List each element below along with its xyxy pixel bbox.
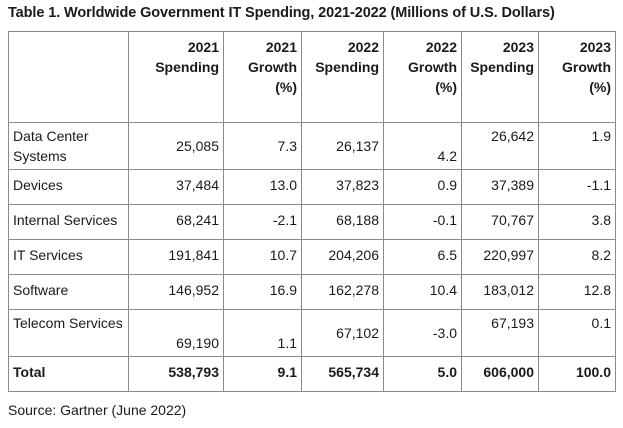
- table-cell: 26,137: [301, 122, 384, 170]
- table-cell: 37,823: [301, 169, 384, 205]
- table-cell: -0.1: [383, 204, 462, 240]
- table-cell: 37,389: [461, 169, 539, 205]
- table-cell: 10.4: [383, 274, 462, 310]
- table-cell: 6.5: [383, 239, 462, 275]
- row-label: IT Services: [8, 239, 129, 275]
- table-cell: 67,193: [461, 309, 539, 357]
- table-cell: 204,206: [301, 239, 384, 275]
- table-cell: 9.1: [223, 356, 302, 392]
- table-cell: 162,278: [301, 274, 384, 310]
- header-2022-spending: 2022 Spending: [301, 31, 384, 123]
- table-cell: 4.2: [383, 122, 462, 170]
- table-row: Data Center Systems 25,085 7.3 26,137 4.…: [8, 122, 616, 170]
- table-cell: 16.9: [223, 274, 302, 310]
- table-cell: 220,997: [461, 239, 539, 275]
- table-row: Software 146,952 16.9 162,278 10.4 183,0…: [8, 274, 616, 310]
- table-cell: 69,190: [128, 309, 224, 357]
- table-cell: 606,000: [461, 356, 539, 392]
- table-cell: 565,734: [301, 356, 384, 392]
- table-cell: 26,642: [461, 122, 539, 170]
- row-label: Software: [8, 274, 129, 310]
- table-row: IT Services 191,841 10.7 204,206 6.5 220…: [8, 239, 616, 275]
- row-label: Data Center Systems: [8, 122, 129, 170]
- spending-table: 2021 Spending 2021 Growth (%) 2022 Spend…: [8, 31, 616, 392]
- table-cell: 100.0: [538, 356, 616, 392]
- table-cell: 3.8: [538, 204, 616, 240]
- table-cell: 191,841: [128, 239, 224, 275]
- table-cell: -2.1: [223, 204, 302, 240]
- table-cell: 68,241: [128, 204, 224, 240]
- table-row: Devices 37,484 13.0 37,823 0.9 37,389 -1…: [8, 169, 616, 205]
- table-cell: 146,952: [128, 274, 224, 310]
- table-cell: 37,484: [128, 169, 224, 205]
- source-note: Source: Gartner (June 2022): [8, 402, 187, 418]
- header-2021-growth: 2021 Growth (%): [223, 31, 302, 123]
- table-title: Table 1. Worldwide Government IT Spendin…: [8, 5, 555, 21]
- table-cell: 0.9: [383, 169, 462, 205]
- row-label: Internal Services: [8, 204, 129, 240]
- table-cell: 10.7: [223, 239, 302, 275]
- table-cell: 13.0: [223, 169, 302, 205]
- table-row: Internal Services 68,241 -2.1 68,188 -0.…: [8, 204, 616, 240]
- header-row: 2021 Spending 2021 Growth (%) 2022 Spend…: [8, 31, 616, 123]
- row-label: Telecom Services: [8, 309, 129, 357]
- table-row: Telecom Services 69,190 1.1 67,102 -3.0 …: [8, 309, 616, 357]
- table-cell: -3.0: [383, 309, 462, 357]
- header-2021-spending: 2021 Spending: [128, 31, 224, 123]
- table-cell: 0.1: [538, 309, 616, 357]
- table-cell: 25,085: [128, 122, 224, 170]
- table-cell: 5.0: [383, 356, 462, 392]
- total-row: Total 538,793 9.1 565,734 5.0 606,000 10…: [8, 356, 616, 392]
- table-cell: 1.9: [538, 122, 616, 170]
- table-cell: 70,767: [461, 204, 539, 240]
- row-label: Total: [8, 356, 129, 392]
- row-label: Devices: [8, 169, 129, 205]
- table-cell: -1.1: [538, 169, 616, 205]
- header-2023-growth: 2023 Growth (%): [538, 31, 616, 123]
- table-cell: 12.8: [538, 274, 616, 310]
- header-2022-growth: 2022 Growth (%): [383, 31, 462, 123]
- table-cell: 538,793: [128, 356, 224, 392]
- table-cell: 68,188: [301, 204, 384, 240]
- table-cell: 7.3: [223, 122, 302, 170]
- header-segment: [8, 31, 129, 123]
- table-cell: 8.2: [538, 239, 616, 275]
- table-cell: 183,012: [461, 274, 539, 310]
- table-cell: 1.1: [223, 309, 302, 357]
- header-2023-spending: 2023 Spending: [461, 31, 539, 123]
- table-cell: 67,102: [301, 309, 384, 357]
